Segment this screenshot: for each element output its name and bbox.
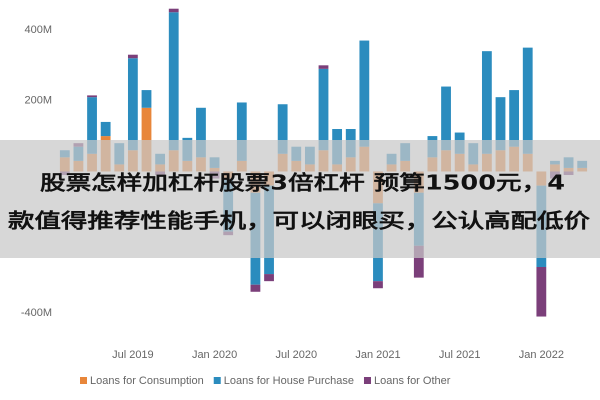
x-tick-label: Jul 2020 xyxy=(275,349,317,361)
bar-segment xyxy=(264,274,274,282)
bar-segment xyxy=(141,90,152,108)
bar-segment xyxy=(87,95,97,98)
bar-segment xyxy=(168,12,179,151)
bar-segment xyxy=(87,97,97,154)
banner-text: 款值得推荐性能手机，可以闭眼买，公认高配低价 xyxy=(8,209,591,233)
y-tick-label: 200M xyxy=(24,95,52,107)
x-tick-label: Jan 2022 xyxy=(519,349,564,361)
bar-segment xyxy=(127,58,138,151)
bar-segment xyxy=(373,281,383,289)
legend-label: Loans for House Purchase xyxy=(224,375,354,387)
bar-segment xyxy=(359,40,370,147)
bar-segment xyxy=(318,65,329,69)
overlay-banner xyxy=(0,140,600,258)
bar-segment xyxy=(318,68,329,151)
bar-segment xyxy=(141,107,152,172)
bar-segment xyxy=(236,102,247,161)
bar-segment xyxy=(509,90,520,147)
y-tick-label: 400M xyxy=(24,24,52,36)
legend-label: Loans for Consumption xyxy=(90,375,204,387)
bar-segment xyxy=(168,8,179,13)
bar-segment xyxy=(522,47,533,154)
bar-segment xyxy=(536,267,547,317)
bar-segment xyxy=(441,86,451,151)
bar-segment xyxy=(100,121,111,137)
x-tick-label: Jan 2021 xyxy=(355,349,400,361)
bar-segment xyxy=(250,284,261,292)
legend-swatch xyxy=(363,377,371,384)
x-tick-label: Jan 2020 xyxy=(192,349,237,361)
legend-swatch xyxy=(213,377,221,384)
bar-segment xyxy=(127,54,138,59)
banner-text: 股票怎样加杠杆股票3倍杠杆 预算1500元，4 xyxy=(40,171,565,195)
bar-segment xyxy=(481,51,492,154)
bar-segment xyxy=(277,104,288,154)
legend-swatch xyxy=(80,377,87,384)
legend-label: Loans for Other xyxy=(374,375,451,387)
x-tick-label: Jul 2021 xyxy=(439,349,481,361)
bar-segment xyxy=(495,97,506,151)
bar-segment xyxy=(413,245,424,278)
bar-segment xyxy=(196,107,206,158)
x-tick-label: Jul 2019 xyxy=(112,349,154,361)
y-tick-label: -400M xyxy=(21,307,52,319)
